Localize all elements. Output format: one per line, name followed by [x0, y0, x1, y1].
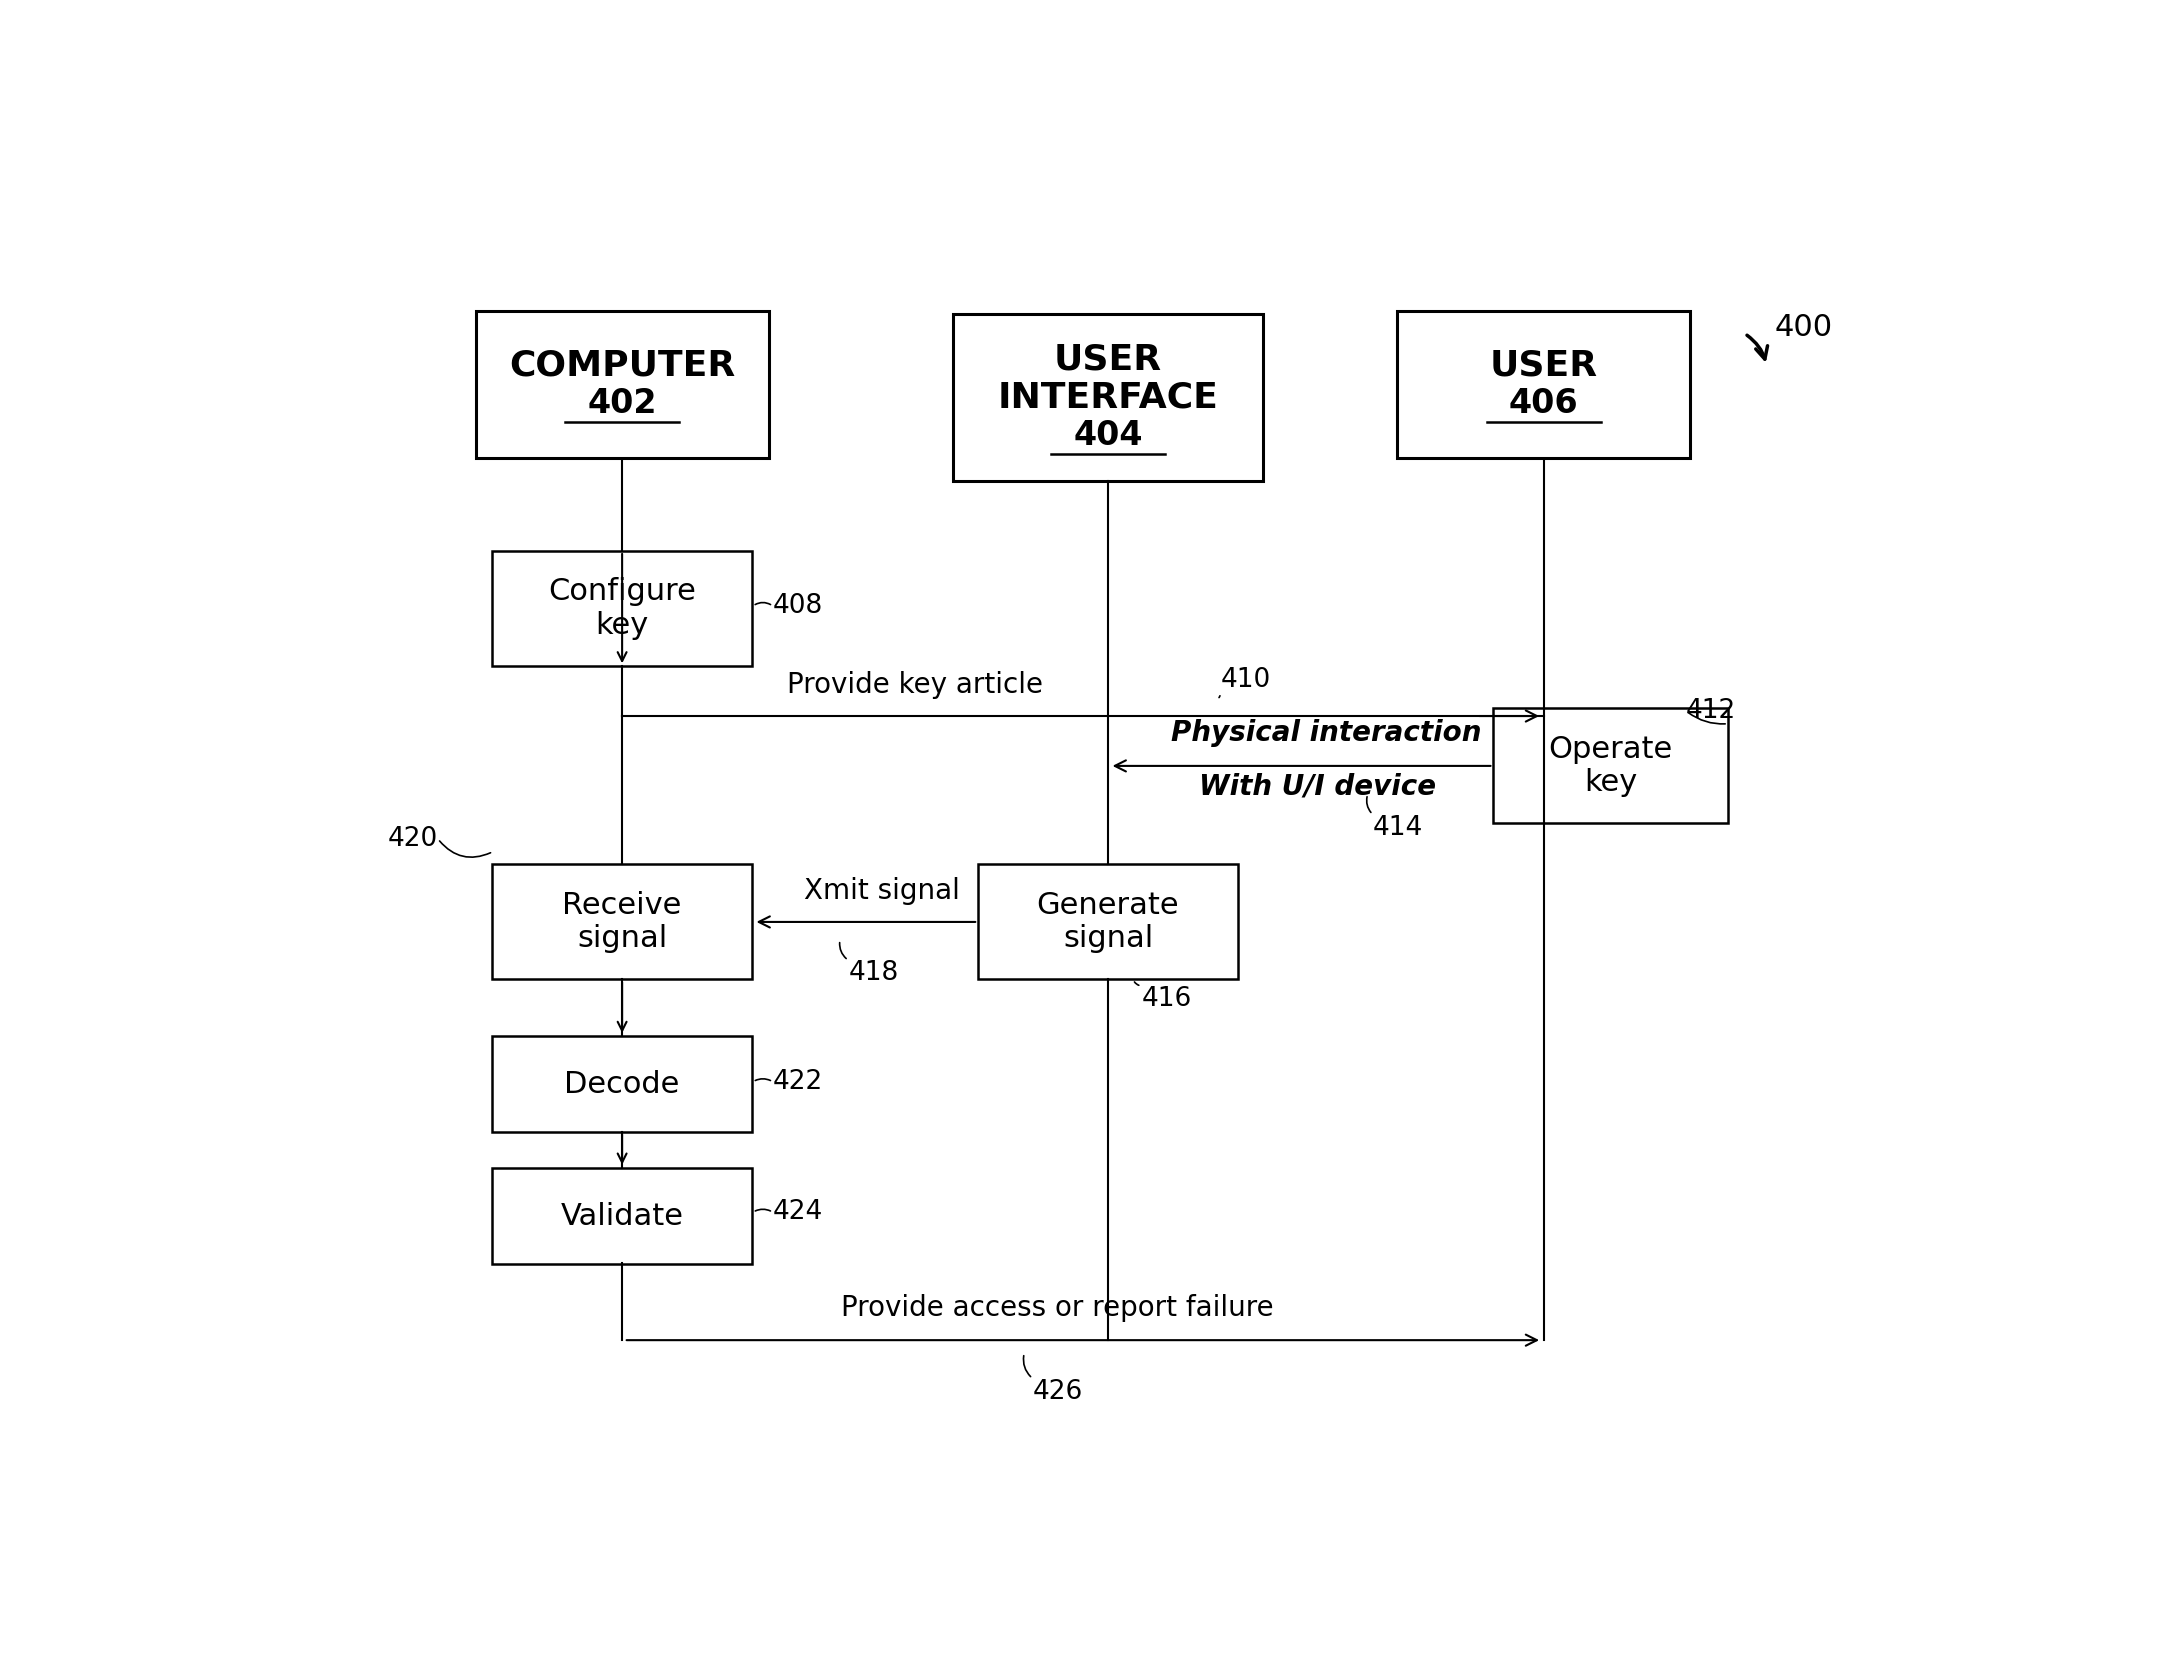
Text: Operate
key: Operate key — [1548, 734, 1673, 797]
Text: Decode: Decode — [564, 1070, 679, 1100]
Text: 422: 422 — [774, 1068, 824, 1095]
Text: Receive
signal: Receive signal — [562, 890, 681, 953]
Text: Validate: Validate — [560, 1201, 683, 1231]
Text: 412: 412 — [1686, 698, 1736, 724]
Text: 400: 400 — [1775, 312, 1833, 342]
Bar — [493, 1168, 752, 1264]
Text: 414: 414 — [1373, 814, 1423, 840]
Bar — [977, 864, 1239, 980]
Text: 406: 406 — [1509, 387, 1578, 420]
Text: INTERFACE: INTERFACE — [997, 380, 1219, 415]
Text: 416: 416 — [1142, 987, 1191, 1012]
Text: 402: 402 — [588, 387, 657, 420]
Bar — [1397, 311, 1691, 458]
Text: Generate
signal: Generate signal — [1038, 890, 1178, 953]
Bar — [493, 1036, 752, 1133]
Text: With U/I device: With U/I device — [1200, 772, 1436, 801]
Bar — [953, 314, 1263, 480]
Text: 410: 410 — [1219, 668, 1271, 693]
Text: 404: 404 — [1072, 420, 1144, 452]
Text: 420: 420 — [387, 826, 437, 852]
Bar — [493, 551, 752, 666]
Text: 418: 418 — [848, 960, 899, 987]
Text: Provide access or report failure: Provide access or report failure — [841, 1294, 1273, 1322]
Bar — [493, 864, 752, 980]
Text: Xmit signal: Xmit signal — [804, 877, 960, 905]
Text: USER: USER — [1490, 349, 1598, 382]
Text: Configure
key: Configure key — [549, 578, 696, 639]
Text: 424: 424 — [774, 1199, 824, 1226]
Text: Physical interaction: Physical interaction — [1170, 719, 1481, 747]
Text: 408: 408 — [774, 593, 824, 620]
Text: COMPUTER: COMPUTER — [508, 349, 735, 382]
Bar — [476, 311, 770, 458]
Text: 426: 426 — [1033, 1379, 1083, 1405]
Text: Provide key article: Provide key article — [787, 671, 1044, 699]
Bar — [1494, 708, 1727, 824]
Text: USER: USER — [1053, 342, 1163, 375]
